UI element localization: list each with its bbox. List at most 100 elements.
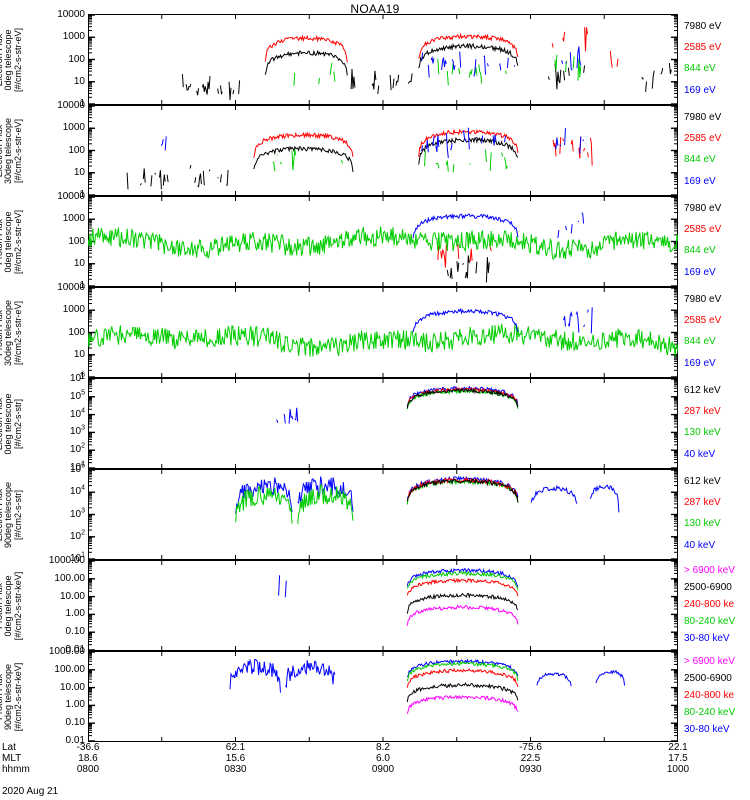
series-trace (235, 475, 620, 514)
y-tick-label: 101 (69, 460, 85, 473)
y-tick-label: 105 (69, 389, 85, 402)
y-tick-label: 0.01 (65, 644, 85, 655)
legend-item: 169 eV (684, 84, 716, 96)
y-tick-label: 104 (69, 484, 85, 498)
y-tick-label: 1.00 (65, 608, 85, 620)
legend-item: 844 eV (684, 245, 716, 257)
series-trace (293, 54, 582, 86)
y-axis-tick-labels: 1000.00 100.00 10.00 1.00 0.10 0.01 (2, 647, 88, 746)
y-tick-label: 1 (79, 98, 85, 109)
y-tick-label: 1000 (62, 304, 85, 316)
page-title: NOAA19 (350, 2, 400, 16)
y-tick-label: 10 (73, 166, 85, 178)
series-trace (406, 477, 519, 503)
y-tick-label: 1.00 (65, 699, 85, 711)
y-tick-label: 106 (69, 371, 85, 384)
y-tick-label: 101 (69, 551, 85, 564)
y-tick-label: 105 (69, 462, 85, 475)
legend-item: 240-800 ke (684, 689, 735, 701)
legend: 612 keV 287 keV 130 keV 40 keV (678, 469, 750, 560)
y-axis-tick-labels: 106 105 104 103 102 101 (2, 372, 88, 473)
y-axis-tick-labels: 10000 1000 100 10 1 (2, 283, 88, 382)
y-tick-label: 10.00 (59, 590, 85, 602)
series-trace (406, 660, 519, 682)
plot-canvas (88, 378, 678, 469)
caption-line: [#/cm2-s-str] (12, 398, 23, 449)
y-tick-label: 1000 (62, 122, 85, 134)
y-axis-tick-labels: 1000.00 100.00 10.00 1.00 0.10 0.01 (2, 556, 88, 655)
x-tick-hhmm: 0930 (519, 764, 542, 775)
x-tick-hhmm: 0800 (76, 764, 100, 775)
plot-frame (88, 287, 678, 378)
x-tick-mlt: 18.6 (78, 753, 98, 764)
legend-item: 2585 eV (684, 133, 722, 145)
legend-item: 844 eV (684, 63, 716, 75)
legend-item: 7980 eV (684, 203, 722, 215)
axis-ticks (88, 196, 678, 287)
x-tick-lat: 62.1 (225, 742, 246, 753)
axis-ticks (88, 14, 678, 105)
y-tick-label: 1000 (62, 213, 85, 225)
axis-ticks (88, 378, 678, 469)
y-axis-tick-labels: 105 104 103 102 101 (2, 463, 88, 564)
x-tick-lat: -75.6 (519, 742, 542, 753)
x-tick-column: 8.2 6.0 0900 (338, 742, 428, 775)
legend-item: 612 keV (684, 476, 721, 488)
plot-canvas (88, 287, 678, 378)
legend-item: > 6900 keV (684, 655, 735, 667)
series-trace (406, 592, 519, 614)
y-tick-label: 10.00 (59, 681, 85, 693)
y-tick-label: 1000 (62, 31, 85, 43)
plot-canvas (88, 560, 678, 651)
legend-item: 130 keV (684, 427, 721, 439)
panel-meped-proton-90deg: 1000.00 100.00 10.00 1.00 0.10 0.01 MEPEDProto… (0, 647, 735, 746)
series-trace (161, 128, 592, 158)
y-tick-label: 10000 (57, 100, 85, 111)
legend-item: 169 eV (684, 266, 716, 278)
legend: 612 keV 287 keV 130 keV 40 keV (678, 378, 750, 469)
x-tick-lat: 8.2 (376, 742, 390, 753)
series-trace (447, 256, 500, 283)
x-tick-mlt: 6.0 (376, 753, 390, 764)
series-trace (253, 128, 593, 166)
legend-item: 2585 eV (684, 224, 722, 236)
plot-frame (88, 651, 678, 742)
x-tick-lat: 22.1 (668, 742, 688, 753)
legend-item: 2500-6900 (684, 672, 732, 684)
legend-item: 169 eV (684, 175, 716, 187)
legend-item: 30-80 keV (684, 633, 730, 645)
series-trace (273, 150, 511, 173)
legend-item: 287 keV (684, 497, 721, 509)
y-tick-label: 1 (79, 371, 85, 382)
legend-item: 7980 eV (684, 112, 722, 124)
legend-item: 130 keV (684, 518, 721, 530)
x-tick-mlt: 17.5 (668, 753, 688, 764)
x-tick-column: 62.1 15.6 0830 (191, 742, 281, 775)
plot-frame (88, 469, 678, 560)
x-tick-hhmm: 0830 (224, 764, 247, 775)
x-tick-column: -75.6 22.5 0930 (486, 742, 576, 775)
y-axis-tick-labels: 10000 1000 100 10 1 (2, 10, 88, 109)
y-tick-label: 100 (68, 144, 85, 156)
caption-line: [#/cm2-s-str] (12, 489, 23, 540)
plot-canvas (88, 14, 678, 105)
y-axis-tick-labels: 10000 1000 100 10 1 (2, 192, 88, 291)
legend-item: 844 eV (684, 154, 716, 166)
x-tick-hhmm: 1000 (666, 764, 690, 775)
y-tick-label: 102 (69, 529, 85, 542)
series-trace (421, 46, 582, 78)
plot-canvas (88, 651, 678, 742)
y-tick-label: 1000.00 (48, 646, 85, 657)
x-tick-column: -36.6 18.6 0800 (43, 742, 133, 775)
y-tick-label: 100.00 (54, 663, 85, 675)
series-trace (406, 667, 519, 688)
legend-item: 612 keV (684, 385, 721, 397)
x-tick-hhmm: 0900 (371, 764, 395, 775)
caption-line: [#/cm2-s-str-eV] (12, 209, 23, 274)
